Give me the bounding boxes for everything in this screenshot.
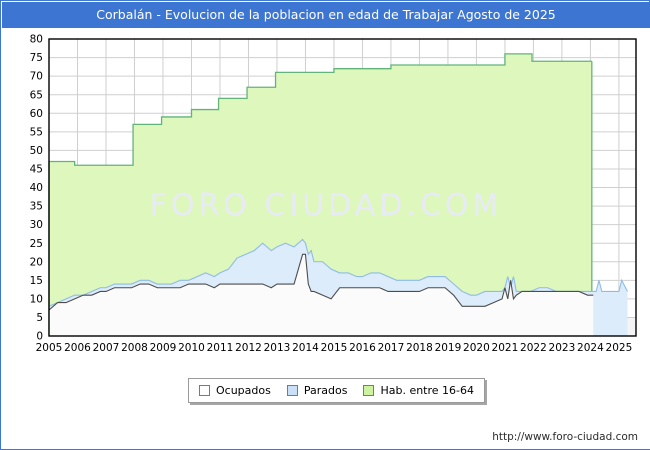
legend-label-ocupados: Ocupados [216,384,271,397]
x-axis-tick-label: 2023 [549,342,576,354]
y-axis-tick-label: 50 [30,145,43,157]
y-axis-tick-label: 40 [30,182,43,194]
source-url[interactable]: http://www.foro-ciudad.com [492,431,638,443]
window-title: Corbalán - Evolucion de la poblacion en … [2,2,650,28]
y-axis-tick-label: 10 [30,293,43,305]
x-axis-tick-label: 2015 [321,342,348,354]
legend-swatch-ocupados [199,385,210,396]
x-axis-tick-label: 2007 [93,342,120,354]
chart-legend: Ocupados Parados Hab. entre 16-64 [188,378,486,403]
x-axis-tick-label: 2022 [520,342,547,354]
x-axis-tick-label: 2017 [378,342,405,354]
legend-label-habitantes: Hab. entre 16-64 [380,384,475,397]
x-axis-tick-label: 2010 [178,342,205,354]
legend-item-ocupados[interactable]: Ocupados [199,384,271,397]
y-axis-tick-label: 35 [30,201,43,213]
y-axis-tick-label: 60 [30,108,43,120]
x-axis-tick-label: 2014 [292,342,319,354]
x-axis-tick-label: 2019 [435,342,462,354]
x-axis-tick-label: 2018 [406,342,433,354]
legend-item-habitantes[interactable]: Hab. entre 16-64 [363,384,474,397]
y-axis-tick-label: 30 [30,219,43,231]
x-axis-tick-label: 2025 [606,342,633,354]
y-axis-tick-label: 5 [36,312,43,324]
legend-swatch-parados [286,385,298,396]
chart-canvas: FORO CIUDAD.COM 0 5 10 15 20 25 30 35 40 45 50 55 60… [2,28,650,449]
y-axis-tick-label: 70 [30,71,43,83]
legend-item-parados[interactable]: Parados [286,384,348,397]
y-axis-tick-label: 65 [30,89,43,101]
y-axis-tick-label: 15 [30,275,43,287]
x-axis-tick-label: 2005 [36,342,63,354]
x-axis-tick-label: 2013 [264,342,291,354]
y-axis-tick-label: 80 [30,34,43,46]
y-axis-tick-label: 20 [30,256,43,268]
y-axis-tick-label: 0 [36,331,43,343]
x-axis-tick-label: 2024 [577,342,604,354]
y-axis-tick-label: 25 [30,238,43,250]
x-axis-tick-label: 2009 [150,342,177,354]
x-axis-tick-label: 2008 [121,342,148,354]
y-axis-tick-label: 45 [30,164,43,176]
y-axis-tick-label: 55 [30,126,43,138]
x-axis-tick-label: 2021 [492,342,519,354]
x-axis-tick-label: 2006 [64,342,91,354]
x-axis-tick-label: 2016 [349,342,376,354]
x-axis-tick-label: 2011 [207,342,234,354]
legend-swatch-habitantes [363,385,375,396]
x-axis-tick-label: 2012 [235,342,262,354]
y-axis-tick-label: 75 [30,52,43,64]
legend-label-parados: Parados [303,384,348,397]
x-axis-tick-label: 2020 [463,342,490,354]
